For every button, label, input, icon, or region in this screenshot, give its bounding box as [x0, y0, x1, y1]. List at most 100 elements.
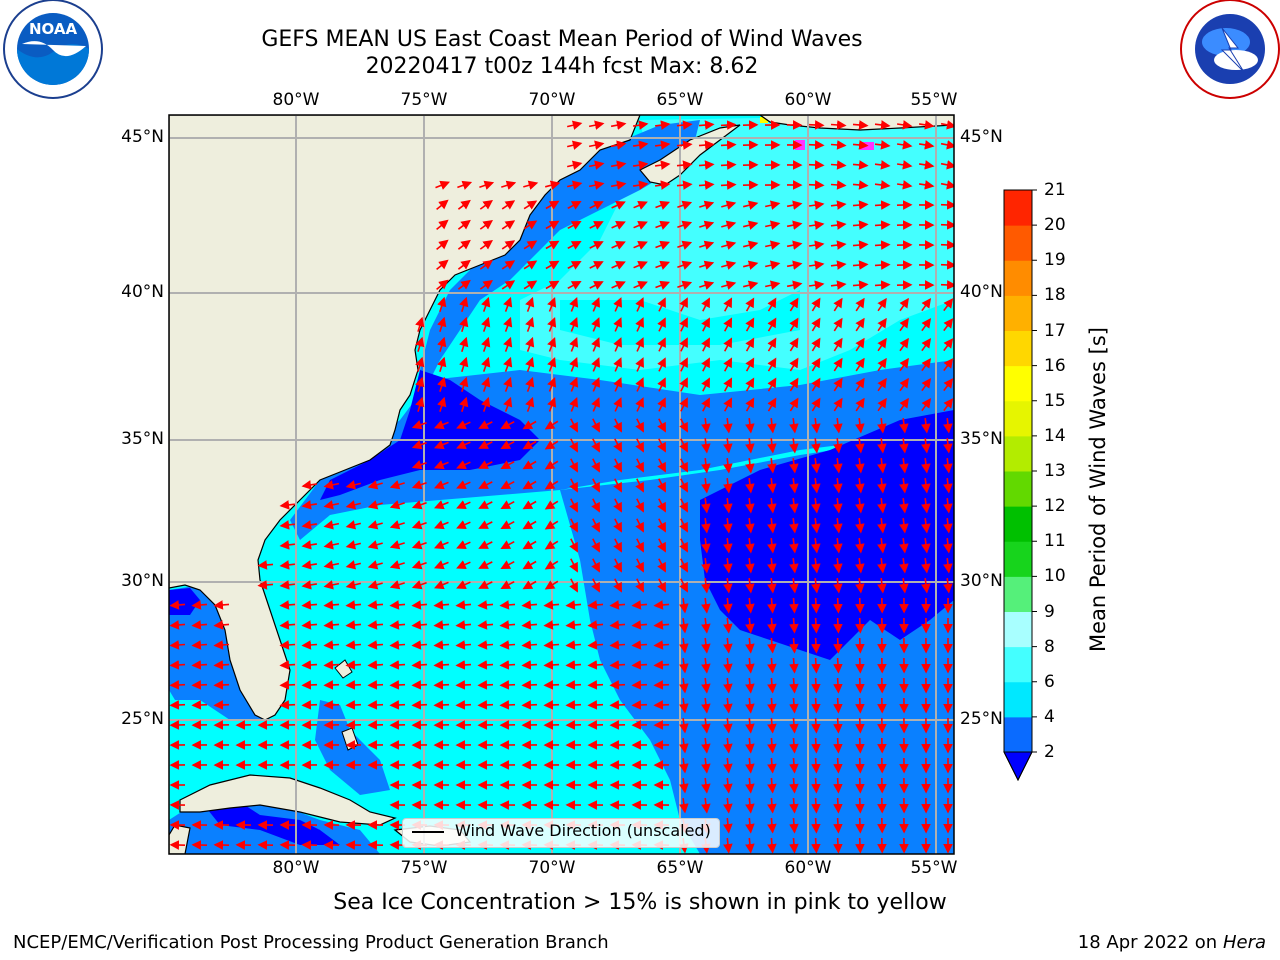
- wind-arrow: [433, 660, 450, 670]
- lon-tick-top: 75°W: [400, 90, 448, 110]
- wind-arrow: [830, 280, 847, 290]
- wind-arrow: [521, 620, 538, 630]
- wind-arrow: [500, 420, 515, 430]
- wind-arrow: [345, 620, 362, 630]
- wind-arrow: [877, 317, 887, 332]
- wind-arrow: [654, 160, 671, 170]
- wind-arrow: [635, 538, 644, 553]
- wind-arrow: [899, 578, 909, 594]
- wind-arrow: [591, 498, 600, 513]
- wind-arrow: [723, 697, 733, 714]
- wind-arrow: [635, 297, 644, 312]
- map-title: GEFS MEAN US East Coast Mean Period of W…: [261, 27, 863, 52]
- wind-arrow: [698, 180, 715, 190]
- wind-arrow: [855, 418, 865, 434]
- wind-arrow: [765, 280, 781, 290]
- colorbar-segment: [1004, 365, 1032, 402]
- wind-arrow: [455, 620, 472, 630]
- wind-arrow: [543, 700, 560, 710]
- wind-arrow: [567, 260, 582, 270]
- wind-arrow: [745, 458, 755, 474]
- wind-arrow: [855, 757, 865, 774]
- legend-line-swatch: [412, 831, 444, 833]
- wind-arrow: [701, 797, 711, 814]
- wind-arrow: [631, 600, 648, 610]
- wind-arrow: [808, 120, 825, 130]
- wind-arrow: [701, 677, 711, 694]
- wind-arrow: [345, 660, 362, 670]
- wind-arrow: [789, 418, 799, 434]
- wind-arrow: [545, 220, 560, 230]
- wind-arrow: [613, 538, 622, 553]
- wind-arrow: [569, 558, 578, 573]
- wind-arrow: [589, 221, 604, 230]
- colorbar-tick-label: 13: [1044, 461, 1066, 481]
- wind-arrow: [679, 397, 688, 412]
- wind-arrow: [633, 240, 648, 250]
- wind-arrow: [525, 336, 535, 352]
- wind-arrow: [723, 717, 733, 734]
- wind-arrow: [345, 560, 361, 570]
- wind-arrow: [767, 297, 777, 312]
- wind-arrow: [940, 120, 954, 130]
- wind-arrow: [459, 336, 469, 352]
- wind-arrow: [503, 396, 513, 412]
- wind-arrow: [477, 620, 494, 630]
- wind-arrow: [657, 558, 666, 573]
- wind-arrow: [789, 357, 799, 372]
- wind-arrow: [567, 240, 582, 250]
- wind-arrow: [833, 558, 843, 574]
- wind-arrow: [855, 578, 865, 594]
- wind-arrow: [434, 440, 449, 450]
- wind-arrow: [522, 520, 537, 530]
- wind-arrow: [613, 498, 622, 513]
- wind-arrow: [257, 560, 274, 570]
- wind-arrow: [789, 458, 799, 474]
- wind-arrow: [567, 180, 583, 190]
- lat-tick-right: 25°N: [960, 709, 1003, 729]
- wind-arrow: [743, 280, 759, 290]
- wind-arrow: [896, 120, 913, 130]
- wind-arrow: [789, 297, 799, 312]
- wind-arrow: [918, 180, 935, 190]
- wind-arrow: [631, 680, 648, 690]
- wind-arrow: [654, 120, 671, 130]
- wind-arrow: [855, 498, 865, 514]
- wind-arrow: [503, 296, 513, 312]
- wind-arrow: [899, 498, 909, 514]
- wind-arrow: [433, 640, 450, 650]
- wind-arrow: [855, 357, 865, 372]
- wind-arrow: [943, 438, 953, 454]
- wind-arrow: [191, 620, 208, 630]
- wind-arrow: [279, 600, 296, 610]
- colorbar-segment: [1004, 225, 1032, 261]
- wind-arrow: [811, 617, 821, 634]
- wind-arrow: [455, 680, 472, 690]
- wind-arrow: [569, 317, 579, 332]
- wind-arrow: [877, 397, 887, 412]
- wind-arrow: [921, 578, 931, 594]
- wind-arrow: [478, 460, 493, 469]
- wind-arrow: [544, 540, 559, 550]
- wind-arrow: [767, 637, 777, 654]
- wind-arrow: [544, 480, 559, 490]
- wind-arrow: [544, 500, 559, 510]
- wind-arrow: [896, 160, 913, 170]
- wind-arrow: [743, 240, 759, 250]
- colorbar-segment: [1004, 330, 1032, 367]
- wind-arrow: [213, 680, 230, 690]
- wind-arrow: [811, 438, 821, 454]
- wind-arrow: [767, 677, 777, 694]
- wind-arrow: [811, 297, 821, 312]
- wind-arrow: [899, 518, 909, 534]
- wind-arrow: [477, 700, 494, 710]
- wind-arrow: [943, 298, 954, 312]
- wind-arrow: [503, 316, 513, 332]
- wind-arrow: [723, 458, 733, 474]
- wind-arrow: [921, 318, 932, 332]
- wind-arrow: [786, 280, 803, 290]
- wind-arrow: [679, 418, 688, 433]
- wind-arrow: [436, 279, 449, 291]
- wind-arrow: [523, 260, 538, 270]
- wind-arrow: [523, 180, 539, 190]
